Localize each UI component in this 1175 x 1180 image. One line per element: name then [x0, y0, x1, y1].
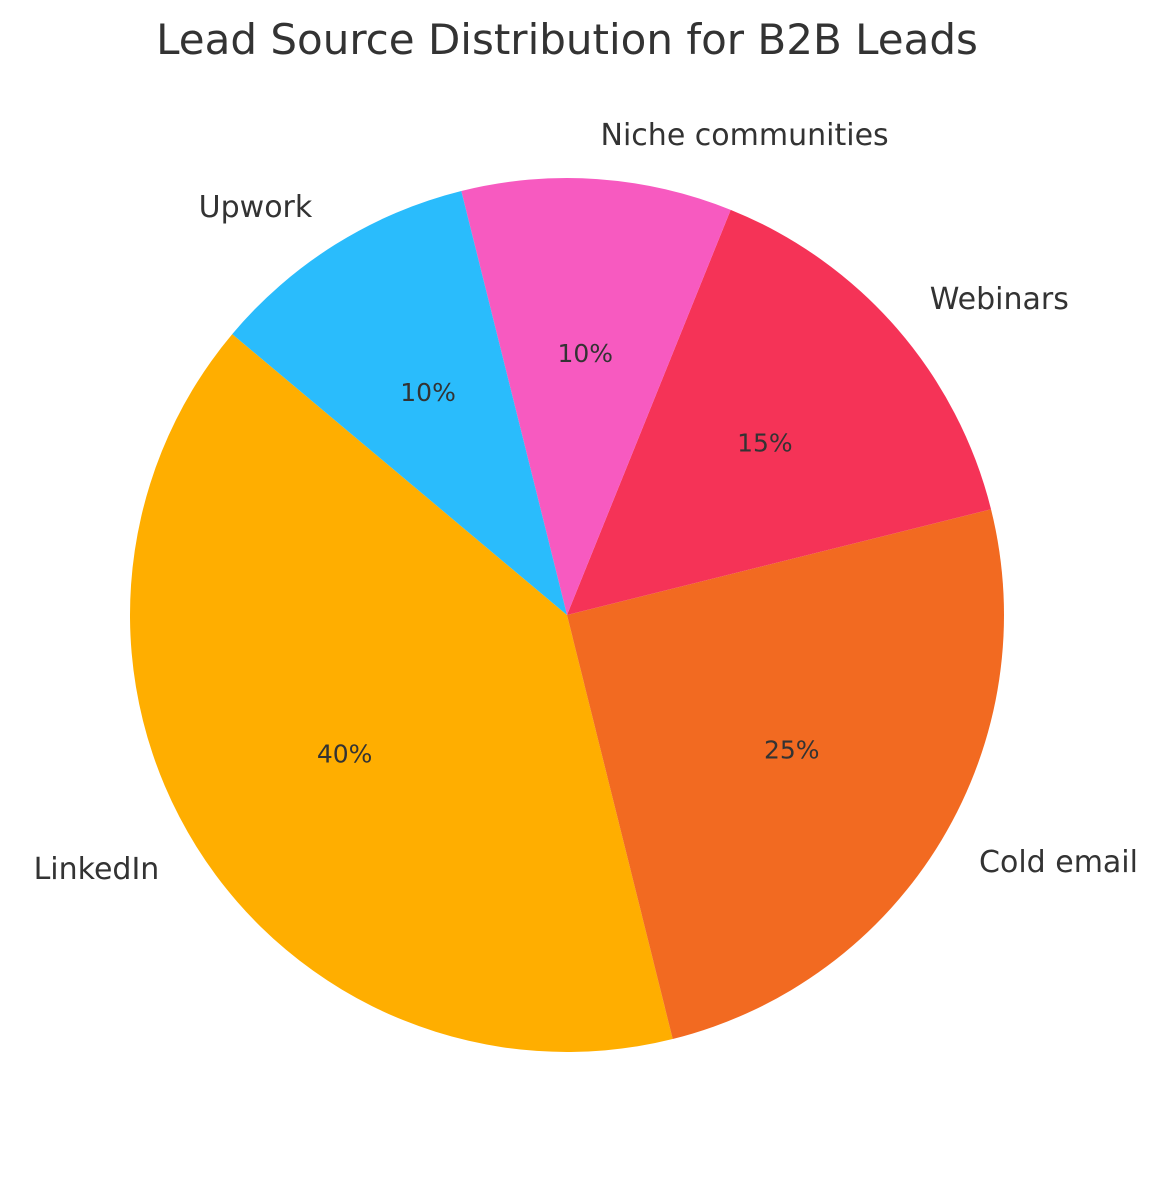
pie-slice-niche-communities: [461, 177, 731, 615]
slice-label-cold-email: Cold email: [979, 845, 1138, 880]
pie-slices: [129, 177, 1004, 1052]
percent-label-linkedin: 40%: [317, 739, 373, 768]
percent-label-upwork: 10%: [400, 378, 456, 407]
percent-labels: 40% 25% 15% 10% 10%: [317, 339, 820, 769]
percent-label-webinars: 15%: [737, 428, 793, 457]
chart-title: Lead Source Distribution for B2B Leads: [156, 15, 978, 64]
percent-label-niche-communities: 10%: [558, 339, 614, 368]
pie-slice-linkedin: [129, 334, 673, 1052]
pie-slice-webinars: [567, 209, 992, 615]
pie-slice-cold-email: [567, 509, 1004, 1040]
slice-label-niche-communities: Niche communities: [601, 118, 889, 153]
slice-label-upwork: Upwork: [199, 190, 313, 225]
slice-label-webinars: Webinars: [930, 282, 1069, 317]
slice-label-linkedin: LinkedIn: [34, 852, 160, 887]
slice-labels: LinkedIn Cold email Webinars Niche communit…: [34, 118, 1138, 887]
pie-slice-upwork: [232, 190, 567, 615]
percent-label-cold-email: 25%: [764, 736, 820, 765]
